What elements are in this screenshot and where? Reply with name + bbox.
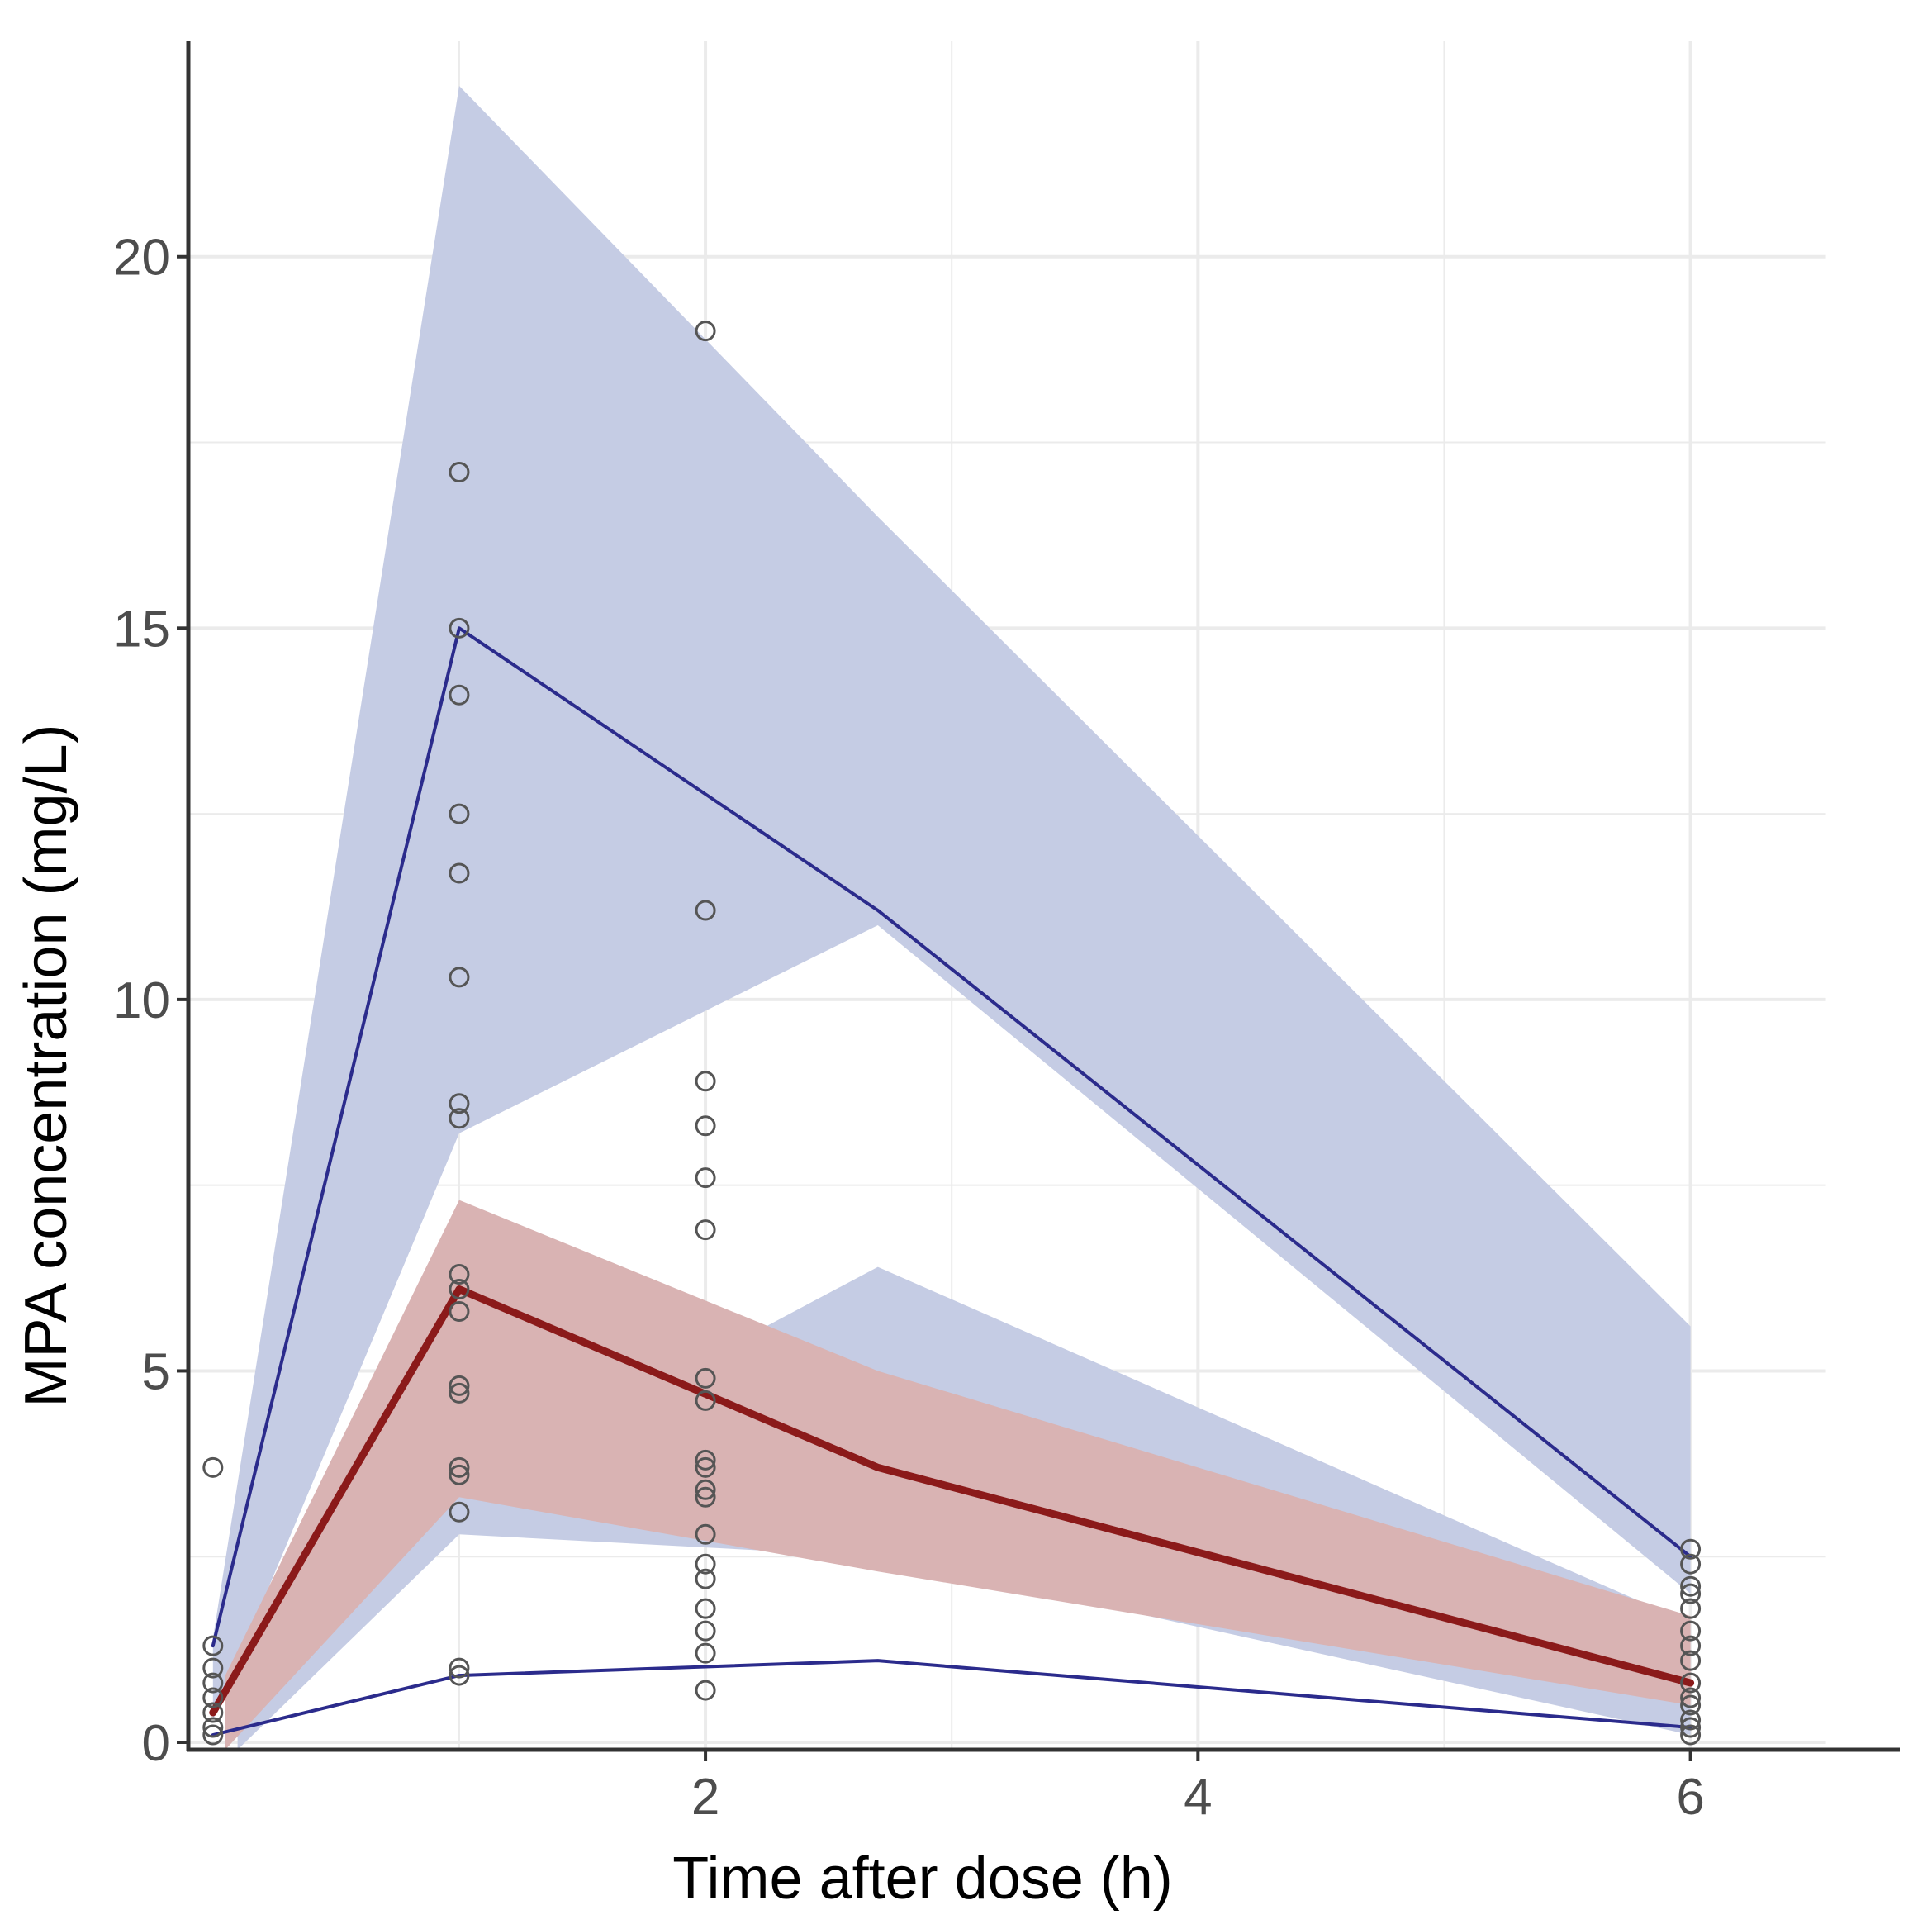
y-tick-label: 0 [142, 1715, 170, 1772]
x-axis-title: Time after dose (h) [672, 1846, 1173, 1912]
band-2 [225, 1200, 1691, 1750]
observed-point [695, 1219, 716, 1241]
observed-point [449, 1501, 470, 1523]
observed-point [695, 1680, 716, 1701]
y-tick-label: 20 [113, 230, 170, 287]
prediction-bands [212, 85, 1691, 1750]
observed-point [202, 1672, 224, 1694]
observed-point [695, 1367, 716, 1389]
observed-point [1680, 1635, 1702, 1656]
observed-point [695, 900, 716, 921]
observed-point [449, 1093, 470, 1114]
percentile-lines [209, 626, 1695, 1737]
axes: 0 5 10 15 20 2 4 6 [113, 41, 1900, 1826]
x-tick-label: 2 [691, 1769, 719, 1826]
observed-point [695, 1598, 716, 1619]
observed-point [449, 461, 470, 482]
observed-point [695, 1167, 716, 1189]
observed-point [449, 1301, 470, 1323]
observed-point [695, 1523, 716, 1545]
observed-point [1680, 1717, 1702, 1738]
observed-point [1680, 1598, 1702, 1619]
observed-point [695, 1390, 716, 1411]
observed-point [449, 1264, 470, 1285]
observed-point [695, 1553, 716, 1575]
y-tick-label: 15 [113, 601, 170, 658]
observed-point [449, 1279, 470, 1300]
observed-point [1680, 1672, 1702, 1694]
observed-point [449, 684, 470, 706]
observed-point [1680, 1553, 1702, 1575]
observed-point [202, 1687, 224, 1708]
observed-point [202, 1717, 224, 1738]
x-tick-label: 4 [1184, 1769, 1212, 1826]
series-line-0 [211, 626, 1692, 1648]
observed-point [449, 1382, 470, 1404]
observed-point [449, 862, 470, 884]
observed-point [695, 1449, 716, 1471]
observed-point [695, 1642, 716, 1664]
observed-point [202, 1635, 224, 1656]
y-tick-label: 5 [142, 1343, 170, 1400]
observed-point [449, 967, 470, 988]
observed-point [449, 1375, 470, 1396]
observed-point [202, 1724, 224, 1746]
observed-point [695, 321, 716, 342]
observed-point [695, 1456, 716, 1478]
observed-point [202, 1702, 224, 1723]
observed-point [449, 1665, 470, 1686]
observed-point [449, 1456, 470, 1478]
observed-point [449, 617, 470, 639]
observed-point [202, 1657, 224, 1679]
observed-point [1680, 1620, 1702, 1642]
observed-point [1680, 1650, 1702, 1671]
y-tick-label: 10 [113, 972, 170, 1029]
observed-points [202, 321, 1702, 1746]
observed-point [695, 1115, 716, 1137]
observed-point [1680, 1687, 1702, 1708]
y-axis-title: MPA concentration (mg/L) [13, 724, 79, 1407]
band-0 [212, 85, 1691, 1721]
observed-point [695, 1568, 716, 1589]
observed-point [449, 1108, 470, 1129]
observed-point [695, 1479, 716, 1500]
observed-point [1680, 1538, 1702, 1560]
observed-point [202, 1456, 224, 1478]
observed-point [1680, 1583, 1702, 1604]
observed-point [1680, 1575, 1702, 1597]
series-line-2 [211, 1659, 1692, 1737]
observed-point [449, 803, 470, 824]
observed-point [1680, 1724, 1702, 1746]
observed-point [695, 1486, 716, 1508]
x-tick-label: 6 [1676, 1769, 1704, 1826]
observed-point [695, 1071, 716, 1092]
observed-point [1680, 1709, 1702, 1731]
observed-point [695, 1620, 716, 1642]
series-line-1 [209, 1285, 1695, 1717]
observed-point [449, 1464, 470, 1485]
observed-point [1680, 1694, 1702, 1716]
observed-point [449, 1657, 470, 1679]
